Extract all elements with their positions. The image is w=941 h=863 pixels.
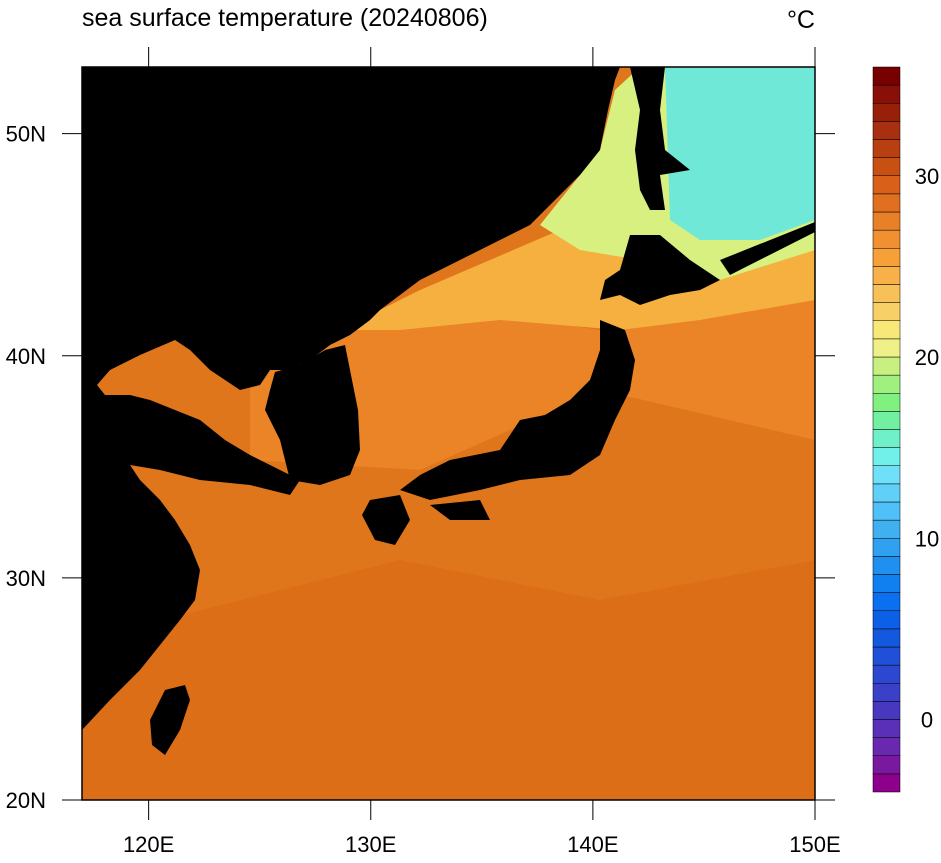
title: sea surface temperature (20240806) (82, 4, 488, 32)
colorbar-box (872, 248, 901, 267)
colorbar-box (872, 737, 901, 756)
colorbar-box (872, 610, 901, 630)
colorbar-box (872, 501, 901, 521)
y-tick-label: 30N (6, 566, 46, 591)
colorbar-box (872, 592, 901, 611)
y-tick-label: 20N (6, 788, 46, 813)
colorbar-label: 20 (915, 345, 939, 370)
kyushu (362, 495, 410, 545)
colorbar-box (872, 755, 901, 775)
colorbar-label: 0 (921, 708, 933, 733)
colorbar-box (872, 556, 901, 575)
colorbar-box (872, 157, 901, 176)
colorbar-box (872, 519, 901, 539)
colorbar-label: 10 (915, 526, 939, 551)
colorbar-box (872, 447, 901, 466)
colorbar-box (872, 683, 901, 702)
colorbar-box (872, 483, 901, 503)
continent (82, 67, 620, 730)
sakhalin (630, 67, 690, 210)
colorbar-box (872, 139, 901, 158)
colorbar-box (872, 320, 901, 340)
colorbar-box (872, 574, 901, 593)
colorbar-box (872, 538, 901, 557)
colorbar-box (872, 374, 901, 394)
colorbar-box (872, 84, 901, 104)
map-frame (81, 66, 816, 801)
ocean-cold (665, 67, 815, 240)
colorbar-box (872, 284, 901, 303)
korea (265, 345, 360, 485)
colorbar-box (872, 356, 901, 376)
x-tick-label: 140E (567, 832, 618, 857)
colorbar-box (872, 773, 901, 793)
colorbar-box (872, 175, 901, 195)
y-tick-label: 50N (6, 122, 46, 147)
ocean-warm (82, 560, 815, 800)
colorbar-box (872, 103, 901, 122)
shikoku (430, 500, 490, 520)
colorbar-box (872, 429, 901, 448)
colorbar-box (872, 628, 901, 648)
honshu (400, 320, 635, 500)
colorbar-box (872, 66, 901, 86)
colorbar-box (872, 411, 901, 430)
colorbar-label: 30 (915, 164, 939, 189)
colorbar-box (872, 193, 901, 213)
colorbar-box (872, 266, 901, 285)
unit: °C (787, 6, 815, 34)
colorbar-box (872, 338, 901, 358)
hokkaido (600, 235, 720, 305)
y-tick-label: 40N (6, 344, 46, 369)
colorbar-box (872, 701, 901, 720)
kuril-islands (720, 222, 815, 275)
colorbar-box (872, 229, 901, 249)
colorbar-box (872, 719, 901, 738)
x-tick-label: 120E (123, 832, 174, 857)
colorbar-box (872, 211, 901, 231)
colorbar-box (872, 646, 901, 666)
colorbar-box (872, 121, 901, 140)
map-field (82, 67, 815, 800)
colorbar-box (872, 302, 901, 321)
land (82, 67, 815, 755)
x-tick-label: 150E (789, 832, 840, 857)
ocean-mild (250, 300, 815, 470)
x-tick-label: 130E (345, 832, 396, 857)
colorbar-box (872, 465, 901, 485)
colorbar-box (872, 664, 901, 684)
colorbar-box (872, 393, 901, 412)
taiwan (150, 685, 190, 755)
